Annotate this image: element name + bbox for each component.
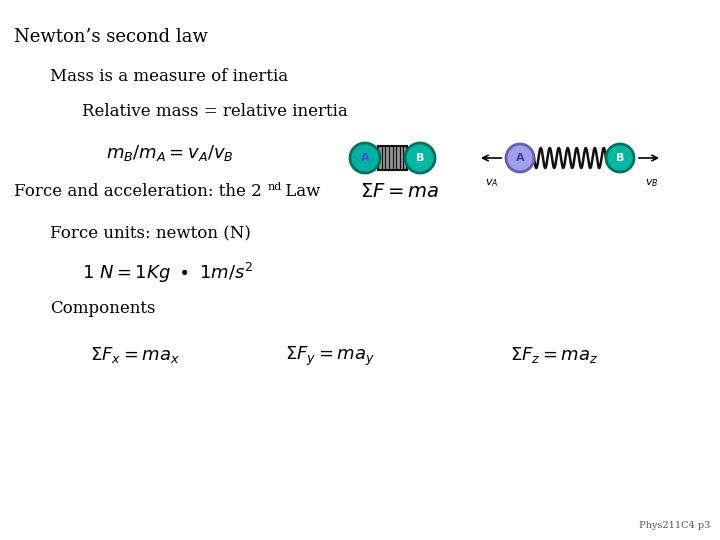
Text: Force units: newton (N): Force units: newton (N) bbox=[50, 225, 251, 242]
Text: A: A bbox=[361, 153, 369, 163]
Text: Mass is a measure of inertia: Mass is a measure of inertia bbox=[50, 68, 288, 85]
Text: Newton’s second law: Newton’s second law bbox=[14, 28, 208, 46]
Text: $\Sigma F_x = ma_x$: $\Sigma F_x = ma_x$ bbox=[90, 345, 180, 365]
Circle shape bbox=[350, 143, 380, 173]
Text: Law: Law bbox=[280, 183, 320, 200]
Text: A: A bbox=[516, 153, 524, 163]
Circle shape bbox=[606, 144, 634, 172]
Text: B: B bbox=[416, 153, 424, 163]
Text: Phys211C4 p3: Phys211C4 p3 bbox=[639, 521, 710, 530]
Text: $\Sigma F = ma$: $\Sigma F = ma$ bbox=[360, 183, 439, 201]
Circle shape bbox=[506, 144, 534, 172]
Text: $v_B$: $v_B$ bbox=[645, 177, 659, 189]
Text: $1\ N = 1Kg\ \bullet\ 1m/s^2$: $1\ N = 1Kg\ \bullet\ 1m/s^2$ bbox=[82, 261, 253, 285]
Text: $m_B/m_A = v_A/v_B$: $m_B/m_A = v_A/v_B$ bbox=[106, 143, 234, 163]
Text: Components: Components bbox=[50, 300, 156, 317]
Text: Force and acceleration: the 2: Force and acceleration: the 2 bbox=[14, 183, 262, 200]
Text: B: B bbox=[616, 153, 624, 163]
Text: $\Sigma F_y = ma_y$: $\Sigma F_y = ma_y$ bbox=[285, 345, 375, 368]
Text: $\Sigma F_z = ma_z$: $\Sigma F_z = ma_z$ bbox=[510, 345, 598, 365]
Bar bbox=[378, 146, 407, 170]
Text: nd: nd bbox=[268, 182, 282, 192]
Text: Relative mass = relative inertia: Relative mass = relative inertia bbox=[82, 103, 348, 120]
Circle shape bbox=[405, 143, 435, 173]
Text: $v_A$: $v_A$ bbox=[485, 177, 499, 189]
